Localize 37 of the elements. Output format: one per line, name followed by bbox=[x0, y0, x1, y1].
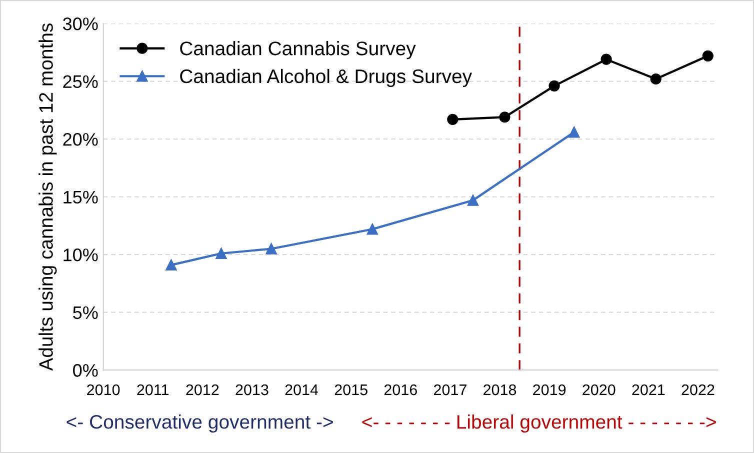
y-axis-title: Adults using cannabis in past 12 months bbox=[38, 23, 57, 371]
point bbox=[650, 73, 662, 85]
point bbox=[467, 194, 479, 206]
point bbox=[548, 80, 560, 92]
y-tick-label: 30% bbox=[62, 17, 98, 30]
point bbox=[266, 243, 277, 254]
point bbox=[499, 112, 510, 123]
point bbox=[216, 248, 227, 259]
x-tick-label: 2015 bbox=[334, 384, 368, 396]
x-tick-label: 2022 bbox=[682, 384, 714, 396]
y-tick-label: 10% bbox=[64, 248, 98, 262]
x-tick-label: 2013 bbox=[236, 384, 268, 396]
x-tick-label: 2016 bbox=[384, 384, 417, 396]
x-tick-label: 2011 bbox=[137, 384, 169, 396]
text: <- - - - - - - Liberal government - - - - - - -> bbox=[362, 414, 716, 433]
text: <- Conservative government -> bbox=[66, 414, 333, 433]
x-tick-label: 2014 bbox=[285, 384, 318, 396]
point bbox=[600, 54, 612, 65]
y-tick-label: 20% bbox=[63, 133, 98, 146]
x-tick-label: 2012 bbox=[186, 384, 219, 396]
point bbox=[166, 259, 177, 271]
legend-label: Canadian Cannabis Survey bbox=[180, 41, 416, 60]
x-tick-label: 2010 bbox=[87, 384, 120, 396]
point bbox=[366, 224, 378, 235]
y-tick-label: 5% bbox=[73, 306, 98, 320]
point bbox=[447, 114, 458, 125]
y-tick-label: 0% bbox=[73, 364, 98, 377]
x-tick-label: 2018 bbox=[484, 384, 516, 396]
y-tick-label: 15% bbox=[64, 190, 98, 204]
x-tick-label: 2021 bbox=[632, 384, 665, 396]
point bbox=[702, 50, 714, 62]
y-tick-label: 25% bbox=[63, 75, 98, 88]
x-tick-label: 2017 bbox=[434, 384, 466, 396]
x-tick-label: 2020 bbox=[582, 384, 616, 396]
point bbox=[568, 126, 580, 138]
legend-label: Canadian Alcohol & Drugs Survey bbox=[180, 68, 472, 88]
x-tick-label: 2019 bbox=[533, 384, 566, 396]
